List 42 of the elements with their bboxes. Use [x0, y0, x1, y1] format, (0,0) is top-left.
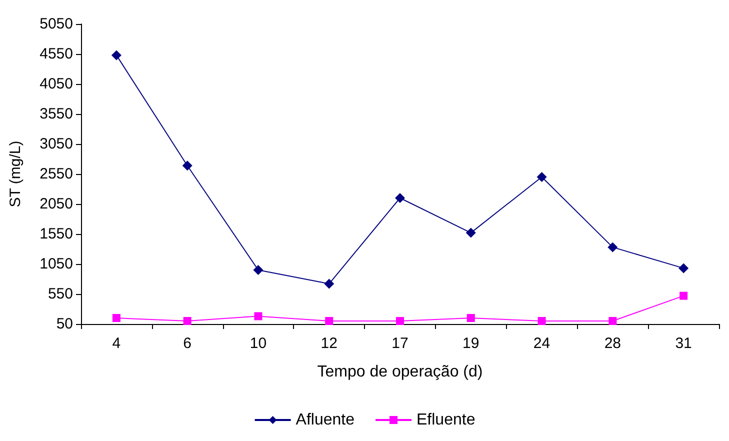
y-tick-label: 550 — [48, 286, 73, 302]
point — [253, 265, 264, 275]
point — [324, 278, 334, 289]
x-tick-label: 31 — [675, 335, 692, 352]
legend-label: Afluente — [296, 412, 355, 428]
point — [608, 242, 618, 252]
x-tick-label: 28 — [604, 335, 622, 352]
y-tick-label: 4550 — [40, 46, 73, 62]
y-tick-label: 50 — [56, 316, 73, 332]
y-tick-label: 4050 — [40, 76, 73, 92]
point — [466, 314, 475, 322]
y-tick-label: 2550 — [40, 166, 73, 182]
point — [325, 317, 334, 325]
point — [678, 263, 689, 274]
point — [536, 172, 547, 182]
x-tick-label: 6 — [183, 335, 192, 352]
point — [182, 160, 192, 171]
x-tick-label: 12 — [320, 335, 338, 352]
x-tick-label: 4 — [112, 335, 121, 352]
point — [396, 317, 404, 325]
point — [395, 193, 405, 203]
y-tick-label: 1050 — [40, 256, 73, 272]
x-axis-title: Tempo de operação (d) — [317, 364, 483, 380]
x-tick-label: 10 — [250, 335, 267, 352]
point — [538, 317, 546, 325]
legend-label: Efluente — [416, 412, 476, 428]
point — [111, 50, 122, 60]
x-tick-label: 24 — [533, 335, 550, 352]
point — [112, 314, 120, 322]
point — [466, 228, 476, 238]
y-tick-label: 3550 — [40, 106, 73, 122]
y-tick-label: 5050 — [40, 16, 73, 32]
point — [680, 292, 688, 300]
point — [608, 317, 617, 325]
x-tick-label: 19 — [462, 335, 480, 352]
y-tick-label: 1550 — [40, 226, 73, 242]
x-tick-label: 17 — [392, 335, 408, 352]
y-tick-label: 2050 — [40, 196, 73, 212]
y-axis-title: ST (mg/L) — [7, 140, 24, 208]
point — [254, 312, 262, 320]
point — [183, 317, 192, 325]
y-tick-label: 3050 — [40, 136, 73, 152]
